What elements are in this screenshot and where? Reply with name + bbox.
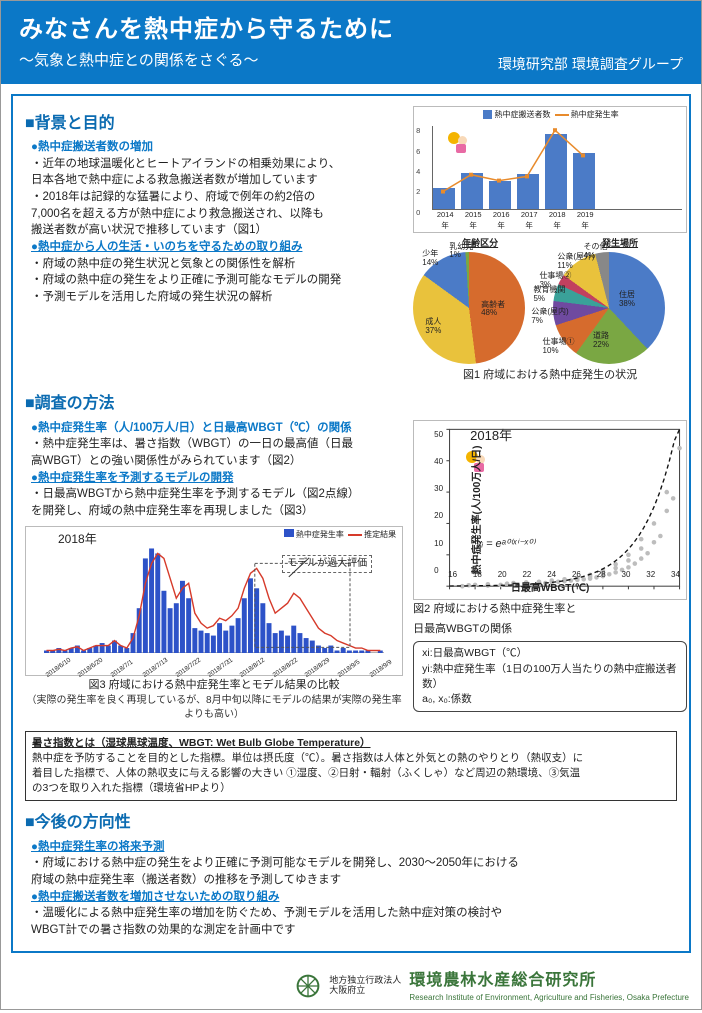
sec2-p3: ・日最高WBGTから熱中症発生率を予測するモデル（図2点線） — [25, 486, 403, 503]
sec1-p4: 7,000名を超える方が熱中症により救急搬送され、以降も — [25, 206, 403, 223]
pie-place: 住居38%道路22%仕事場①10%公衆(屋内)7%教育機関5%仕事場②3%公衆(… — [553, 252, 665, 364]
fig1-bar-chart: 熱中症搬送者数 熱中症発生率 86420 2014年2015年2016年2017… — [413, 106, 687, 234]
sec3-p2: 府域の熱中症発生率（搬送者数）の推移を予測してゆきます — [25, 872, 677, 889]
footer-org: 環境農林水産総合研究所 — [409, 969, 689, 992]
fig3-caption: 図3 府域における熱中症発生率とモデル結果の比較 — [25, 678, 403, 694]
fig2-scatter: 2018年 熱中症発生率(人/100万人/日) 50403020100 yᵢ =… — [413, 420, 687, 600]
sec1-b2: ●熱中症から人の生活・いのちを守るための取り組み — [25, 239, 403, 256]
sec1-p8: ・予測モデルを活用した府域の発生状況の解析 — [25, 289, 403, 306]
fig2-vars: xi:日最高WBGT（℃） yi:熱中症発生率（1日の100万人当たりの熱中症搬… — [413, 641, 687, 712]
fig2-formula: yᵢ = eᵃ⁰⁽ˣⁱ⁻ˣ⁰⁾ — [476, 537, 535, 553]
note-l2: 熱中症を予防することを目的とした指標。単位は摂氏度（℃）。暑さ指数は人体と外気と… — [32, 751, 670, 766]
sec1-p3: ・2018年は記録的な猛暑により、府域で例年の約2倍の — [25, 189, 403, 206]
sec2-b2: ●熱中症発生率を予測するモデルの開発 — [25, 470, 403, 487]
fig2-cap2: 日最高WBGTの関係 — [413, 622, 687, 638]
sec2-title: ■調査の方法 — [25, 392, 677, 415]
fig1-leg-line: 熱中症発生率 — [571, 110, 619, 119]
fig3-leg-bar: 熱中症発生率 — [296, 530, 344, 539]
fig2-var3: a₀, x₀:係数 — [422, 692, 678, 707]
fig1-pies: 年齢区分 高齢者48%成人37%少年14%乳幼児1% 発生場所 住居38%道路2… — [413, 237, 687, 364]
fig3-leg-line: 推定結果 — [364, 530, 396, 539]
logo-icon — [295, 973, 321, 999]
sec1-p1: ・近年の地球温暖化とヒートアイランドの相乗効果により、 — [25, 156, 403, 173]
pie-place-title: 発生場所 — [553, 237, 687, 250]
fig3-chart: 2018年 熱中症発生率 推定結果 モデルが過大評価 2018/6/102018… — [25, 526, 403, 676]
sec2-b1: ●熱中症発生率（人/100万人/日）と日最高WBGT（℃）の関係 — [25, 420, 403, 437]
sec1-p5: 搬送者数が高い状況で推移しています（図1） — [25, 222, 403, 239]
sec1-p7: ・府域の熱中症の発生をより正確に予測可能なモデルの開発 — [25, 272, 403, 289]
sec3-p4: WBGT計での暑さ指数の効果的な測定を計画中です — [25, 922, 677, 939]
fig3-sub: （実際の発生率を良く再現しているが、8月中旬以降にモデルの結果が実際の発生率より… — [25, 694, 403, 723]
sec3-b1: ●熱中症発生率の将来予測 — [25, 839, 677, 856]
header-title: みなさんを熱中症から守るために — [19, 13, 683, 48]
footer: 地方独立行政法人大阪府立 環境農林水産総合研究所 Research Instit… — [1, 963, 701, 1010]
sec1-title: ■背景と目的 — [25, 112, 403, 135]
sec2-p2: 高WBGT）との強い関係性がみられています（図2） — [25, 453, 403, 470]
sec3-b2: ●熱中症搬送者数を増加させないための取り組み — [25, 889, 677, 906]
fig2-xlabel: 日最高WBGT(℃) — [414, 582, 686, 597]
fig2-var1: xi:日最高WBGT（℃） — [422, 646, 678, 661]
sec3-title: ■今後の方向性 — [25, 811, 677, 834]
note-l1: 暑さ指数とは（湿球黒球温度、WBGT: Wet Bulb Globe Tempe… — [32, 737, 371, 749]
sec2-p1: ・熱中症発生率は、暑さ指数（WBGT）の一日の最高値（日最 — [25, 436, 403, 453]
footer-small: 地方独立行政法人大阪府立 — [329, 976, 401, 996]
sec1-p2: 日本各地で熱中症による救急搬送者数が増加しています — [25, 172, 403, 189]
note-l4: の3つを取り入れた指標（環境省HPより） — [32, 781, 670, 796]
fig1-leg-bar: 熱中症搬送者数 — [494, 110, 550, 119]
sec1-b1: ●熱中症搬送者数の増加 — [25, 139, 403, 156]
sec2-p4: を開発し、府域の熱中症発生率を再現しました（図3） — [25, 503, 403, 520]
sec3-p1: ・府域における熱中症の発生をより正確に予測可能なモデルを開発し、2030〜205… — [25, 855, 677, 872]
pie-age: 高齢者48%成人37%少年14%乳幼児1% — [413, 252, 525, 364]
main-panel: ■背景と目的 ●熱中症搬送者数の増加 ・近年の地球温暖化とヒートアイランドの相乗… — [11, 94, 691, 953]
sec3-p3: ・温暖化による熱中症発生率の増加を防ぐため、予測モデルを活用した熱中症対策の検討… — [25, 905, 677, 922]
fig1-caption: 図1 府域における熱中症発生の状況 — [413, 368, 687, 384]
header: みなさんを熱中症から守るために 〜気象と熱中症との関係をさぐる〜 環境研究部 環… — [1, 1, 701, 84]
sec1-p6: ・府域の熱中症の発生状況と気象との関係性を解析 — [25, 256, 403, 273]
note-l3: 着目した指標で、人体の熱収支に与える影響の大きい ①湿度、②日射・輻射（ふくしゃ… — [32, 766, 670, 781]
sun-kid-icon — [444, 128, 474, 158]
footer-org-en: Research Institute of Environment, Agric… — [409, 992, 689, 1004]
fig2-var2: yi:熱中症発生率（1日の100万人当たりの熱中症搬送者数） — [422, 662, 678, 692]
wbgt-note-box: 暑さ指数とは（湿球黒球温度、WBGT: Wet Bulb Globe Tempe… — [25, 731, 677, 802]
